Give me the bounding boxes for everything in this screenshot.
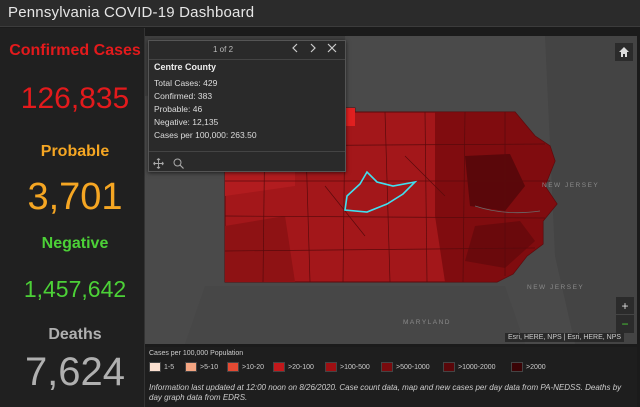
close-icon: [327, 43, 337, 53]
legend-label: >5-10: [200, 363, 219, 371]
legend-item-8: >2000: [511, 362, 546, 372]
legend-item-6: >500-1000: [381, 362, 430, 372]
legend-swatch: [325, 362, 337, 372]
chevron-left-icon: [292, 43, 298, 53]
close-popup-button[interactable]: [327, 43, 337, 56]
negative-label: Negative: [41, 235, 109, 252]
zoom-in-button[interactable]: +: [615, 296, 635, 316]
legend-label: >10-20: [242, 363, 264, 371]
deaths-value: 7,624: [24, 350, 126, 394]
zoom-to-button[interactable]: [173, 156, 184, 174]
deaths-label: Deaths: [48, 326, 102, 343]
map-label-new-jersey-2: NEW JERSEY: [527, 284, 585, 291]
legend-label: >1000-2000: [458, 363, 496, 371]
legend-label: >2000: [526, 363, 546, 371]
app-title: Pennsylvania COVID-19 Dashboard: [8, 4, 255, 21]
home-button[interactable]: [614, 42, 634, 62]
legend-swatch: [149, 362, 161, 372]
chevron-right-icon: [310, 43, 316, 53]
probable-label: Probable: [40, 143, 110, 160]
popup-footer: [149, 151, 345, 172]
zoom-to-icon: [173, 158, 184, 169]
confirmed-cases-value: 126,835: [20, 82, 130, 115]
popup-county-title: Centre County: [154, 62, 217, 72]
next-feature-button[interactable]: [309, 43, 317, 56]
confirmed-cases-label: Confirmed Cases: [9, 42, 141, 59]
prev-feature-button[interactable]: [291, 43, 299, 56]
map-attribution: Esri, HERE, NPS | Esri, HERE, NPS: [505, 333, 625, 342]
legend-swatch: [185, 362, 197, 372]
legend-swatch: [273, 362, 285, 372]
popup-header: 1 of 2: [149, 41, 345, 60]
map-label-new-jersey: NEW JERSEY: [542, 182, 600, 189]
map-view[interactable]: NEW JERSEY NEW JERSEY MARYLAND: [145, 36, 637, 344]
legend-label: >100-500: [340, 363, 370, 371]
move-icon: [153, 158, 164, 169]
pan-button[interactable]: [153, 156, 164, 174]
home-icon: [619, 47, 629, 57]
stats-panel: Confirmed Cases 126,835 Probable 3,701 N…: [0, 28, 145, 407]
map-label-maryland: MARYLAND: [403, 319, 452, 326]
centre-county-highlight[interactable]: [344, 170, 418, 213]
negative-value: 1,457,642: [23, 276, 127, 302]
popup-cases-per-100k: Cases per 100,000: 263.50: [154, 130, 257, 140]
zoom-out-button[interactable]: −: [615, 314, 635, 334]
legend-item-4: >20-100: [273, 362, 314, 372]
legend-label: 1-5: [164, 363, 175, 371]
legend-item-5: >100-500: [325, 362, 370, 372]
legend-item-7: >1000-2000: [443, 362, 496, 372]
legend-label: >500-1000: [396, 363, 430, 371]
title-bar: Pennsylvania COVID-19 Dashboard: [0, 0, 640, 27]
legend-label: >20-100: [288, 363, 314, 371]
update-info-text: Information last updated at 12:00 noon o…: [149, 383, 622, 402]
popup-confirmed: Confirmed: 383: [154, 91, 213, 101]
legend-title: Cases per 100,000 Population: [149, 350, 244, 357]
legend-item-2: >5-10: [185, 362, 218, 372]
legend-panel: Cases per 100,000 Population 1-5 >5-10 >…: [145, 347, 637, 407]
legend-swatch: [511, 362, 523, 372]
legend-swatch: [227, 362, 239, 372]
legend-swatch: [381, 362, 393, 372]
probable-value: 3,701: [27, 176, 123, 218]
popup-total-cases: Total Cases: 429: [154, 78, 218, 88]
popup-negative: Negative: 12,135: [154, 117, 219, 127]
popup-probable: Probable: 46: [154, 104, 203, 114]
legend-item-3: >10-20: [227, 362, 264, 372]
legend-swatch: [443, 362, 455, 372]
popup-pager: 1 of 2: [213, 45, 234, 54]
legend-item-1: 1-5: [149, 362, 174, 372]
county-popup: 1 of 2 Centre County Total Cases: 429 Co…: [148, 40, 346, 172]
